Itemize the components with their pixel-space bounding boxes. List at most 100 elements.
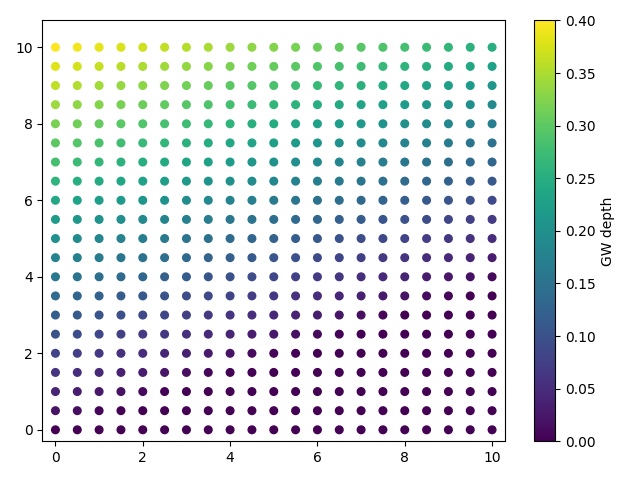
Point bbox=[203, 407, 213, 415]
Point bbox=[465, 426, 476, 433]
Point bbox=[116, 139, 126, 147]
Point bbox=[269, 330, 279, 338]
Point bbox=[116, 407, 126, 415]
Point bbox=[291, 62, 301, 70]
Point bbox=[487, 407, 497, 415]
Point bbox=[94, 311, 104, 319]
Point bbox=[181, 82, 191, 89]
Point bbox=[487, 254, 497, 262]
Point bbox=[422, 349, 432, 357]
Point bbox=[269, 120, 279, 128]
Point bbox=[465, 254, 476, 262]
Point bbox=[138, 82, 148, 89]
Point bbox=[378, 177, 388, 185]
Point bbox=[399, 196, 410, 204]
Point bbox=[312, 273, 323, 281]
Point bbox=[444, 177, 454, 185]
Point bbox=[203, 120, 213, 128]
Y-axis label: GW depth: GW depth bbox=[601, 196, 615, 265]
Point bbox=[94, 369, 104, 376]
Point bbox=[356, 196, 366, 204]
Point bbox=[269, 235, 279, 242]
Point bbox=[399, 311, 410, 319]
Point bbox=[291, 196, 301, 204]
Point bbox=[465, 273, 476, 281]
Point bbox=[334, 158, 344, 166]
Point bbox=[444, 235, 454, 242]
Point bbox=[399, 254, 410, 262]
Point bbox=[444, 426, 454, 433]
Point bbox=[116, 101, 126, 108]
Point bbox=[399, 82, 410, 89]
Point bbox=[181, 177, 191, 185]
Point bbox=[291, 120, 301, 128]
Point bbox=[247, 349, 257, 357]
Point bbox=[94, 139, 104, 147]
Point bbox=[422, 235, 432, 242]
Point bbox=[422, 43, 432, 51]
Point bbox=[356, 101, 366, 108]
Point bbox=[225, 235, 236, 242]
Point bbox=[247, 177, 257, 185]
Point bbox=[334, 43, 344, 51]
Point bbox=[487, 120, 497, 128]
Point bbox=[181, 43, 191, 51]
Point bbox=[465, 292, 476, 300]
Point bbox=[159, 330, 170, 338]
Point bbox=[181, 426, 191, 433]
Point bbox=[138, 330, 148, 338]
Point bbox=[138, 311, 148, 319]
Point bbox=[203, 311, 213, 319]
Point bbox=[51, 120, 61, 128]
Point bbox=[334, 407, 344, 415]
Point bbox=[138, 292, 148, 300]
Point bbox=[94, 120, 104, 128]
Point bbox=[51, 196, 61, 204]
Point bbox=[312, 158, 323, 166]
Point bbox=[444, 388, 454, 396]
Point bbox=[269, 292, 279, 300]
Point bbox=[138, 43, 148, 51]
Point bbox=[465, 139, 476, 147]
Point bbox=[225, 158, 236, 166]
Point bbox=[399, 330, 410, 338]
Point bbox=[465, 62, 476, 70]
Point bbox=[72, 426, 83, 433]
Point bbox=[72, 369, 83, 376]
Point bbox=[269, 62, 279, 70]
Point bbox=[203, 101, 213, 108]
Point bbox=[465, 43, 476, 51]
Point bbox=[378, 311, 388, 319]
Point bbox=[94, 292, 104, 300]
Point bbox=[312, 216, 323, 223]
Point bbox=[422, 101, 432, 108]
Point bbox=[203, 349, 213, 357]
Point bbox=[51, 254, 61, 262]
Point bbox=[465, 82, 476, 89]
Point bbox=[465, 196, 476, 204]
Point bbox=[444, 407, 454, 415]
Point bbox=[203, 139, 213, 147]
Point bbox=[378, 426, 388, 433]
Point bbox=[487, 235, 497, 242]
Point bbox=[334, 426, 344, 433]
Point bbox=[181, 254, 191, 262]
Point bbox=[181, 388, 191, 396]
Point bbox=[465, 101, 476, 108]
Point bbox=[51, 292, 61, 300]
Point bbox=[159, 158, 170, 166]
Point bbox=[116, 330, 126, 338]
Point bbox=[72, 216, 83, 223]
Point bbox=[399, 426, 410, 433]
Point bbox=[422, 311, 432, 319]
Point bbox=[269, 43, 279, 51]
Point bbox=[465, 369, 476, 376]
Point bbox=[312, 120, 323, 128]
Point bbox=[72, 139, 83, 147]
Point bbox=[203, 254, 213, 262]
Point bbox=[225, 254, 236, 262]
Point bbox=[116, 349, 126, 357]
Point bbox=[116, 196, 126, 204]
Point bbox=[203, 330, 213, 338]
Point bbox=[399, 62, 410, 70]
